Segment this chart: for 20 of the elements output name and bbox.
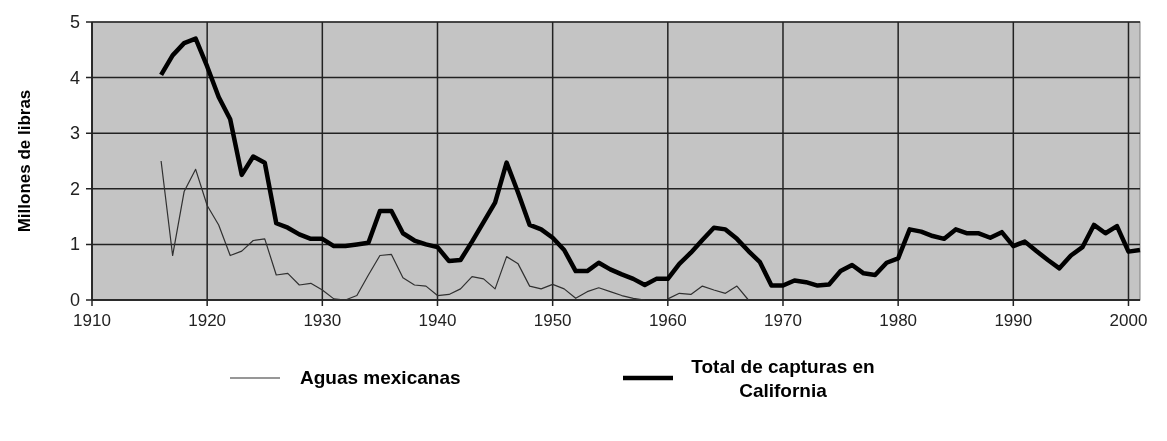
y-axis-title: Millones de libras: [15, 89, 34, 233]
y-tick-label: 3: [69, 123, 80, 144]
x-tick-label: 1910: [73, 311, 111, 330]
legend-label: Total de capturas en California: [691, 356, 875, 401]
x-tick-label: 1960: [648, 311, 687, 330]
x-tick-label: 1970: [764, 311, 802, 330]
x-tick-label: 1990: [994, 311, 1033, 330]
x-tick-label: 1950: [533, 311, 572, 330]
y-tick-label: 1: [69, 234, 80, 255]
x-tick-label: 1940: [418, 311, 457, 330]
y-tick-label: 2: [69, 178, 80, 199]
y-tick-label: 0: [69, 290, 80, 310]
x-tick-label: 2000: [1109, 311, 1148, 330]
legend-label: Aguas mexicanas: [300, 367, 461, 388]
x-tick-label: 1930: [303, 311, 342, 330]
y-tick-label: 5: [69, 12, 80, 32]
y-tick-label: 4: [69, 67, 80, 88]
line-series: [158, 36, 1143, 288]
x-tick-label: 1980: [879, 311, 918, 330]
x-tick-label: 1920: [188, 311, 227, 330]
